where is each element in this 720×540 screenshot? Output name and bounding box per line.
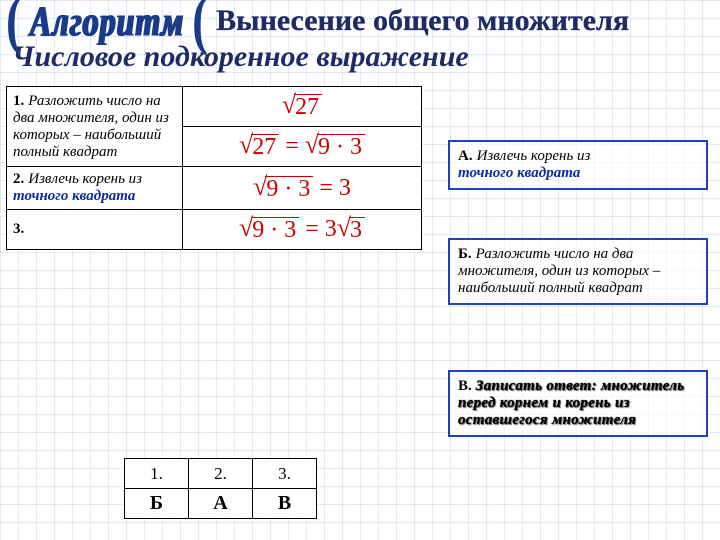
answer-header-row: 1. 2. 3. [125, 459, 317, 489]
step-1-text: 1.Разложить число на два множителя, один… [7, 87, 183, 167]
steps-table: 1.Разложить число на два множителя, один… [6, 86, 422, 250]
step-2-text: 2.Извлечь корень из точного квадрата [7, 167, 183, 210]
formula-2: √27 = √9 · 3 [183, 127, 422, 167]
algorithm-word: Алгоритм [30, 0, 184, 46]
answer-value-row: Б А В [125, 489, 317, 519]
answer-table: 1. 2. 3. Б А В [124, 458, 317, 519]
formula-4: √9 · 3 = 3√3 [183, 210, 422, 250]
option-a-label: А. [458, 148, 473, 164]
table-row: 2.Извлечь корень из точного квадрата √9 … [7, 167, 422, 210]
answer-header-1: 1. [125, 459, 189, 489]
formula-2-rhs: 9 · 3 [317, 134, 365, 159]
option-a-lead: Извлечь корень из [477, 148, 591, 164]
formula-3-rhs: 3 [339, 175, 351, 201]
formula-3: √9 · 3 = 3 [183, 167, 422, 210]
formula-2-lhs: 27 [251, 134, 279, 159]
option-c: В.Записать ответ: множитель перед корнем… [448, 370, 708, 437]
option-b-label: Б. [458, 246, 472, 262]
step-3-text: 3. [7, 210, 183, 250]
formula-1-radicand: 27 [294, 94, 322, 119]
answer-header-2: 2. [189, 459, 253, 489]
option-a: А.Извлечь корень из точного квадрата [448, 140, 708, 190]
step-2-lead: Извлечь корень из [28, 171, 142, 187]
step-2-number: 2. [13, 171, 24, 187]
answer-1: Б [125, 489, 189, 519]
paren-left: ( [6, 0, 22, 48]
answer-header-3: 3. [253, 459, 317, 489]
formula-4-coef: 3 [325, 216, 337, 242]
option-b-text: Разложить число на два множителя, один и… [458, 246, 660, 296]
formula-4-rad: 3 [349, 217, 365, 242]
formula-1: √27 [183, 87, 422, 127]
option-c-text: Записать ответ: множитель перед корнем и… [458, 378, 684, 428]
table-row: 1.Разложить число на два множителя, один… [7, 87, 422, 127]
step-1-number: 1. [13, 93, 24, 109]
main-title: Вынесение общего множителя [216, 4, 629, 38]
table-row: 3. √9 · 3 = 3√3 [7, 210, 422, 250]
paren-right: ( [192, 0, 208, 48]
step-3-number: 3. [13, 221, 24, 237]
header-row: ( Алгоритм ( Вынесение общего множителя [0, 0, 720, 40]
step-2-blue: точного квадрата [13, 188, 135, 204]
formula-3-lhs: 9 · 3 [265, 176, 313, 201]
step-1-body: Разложить число на два множителя, один и… [13, 93, 169, 160]
option-a-blue: точного квадрата [458, 165, 580, 181]
option-b: Б.Разложить число на два множителя, один… [448, 238, 708, 305]
formula-4-lhs: 9 · 3 [251, 217, 299, 242]
option-c-label: В. [458, 378, 472, 394]
answer-2: А [189, 489, 253, 519]
answer-3: В [253, 489, 317, 519]
